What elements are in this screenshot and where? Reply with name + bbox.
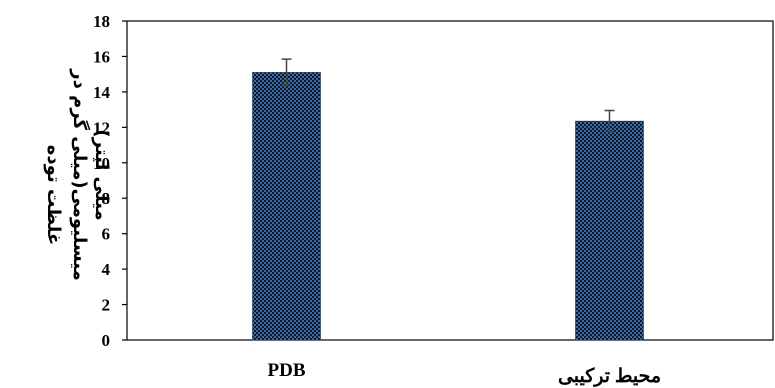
y-tick-label: 4 — [102, 260, 111, 279]
x-axis-category-labels: PDB محیط ترکیبی — [268, 360, 662, 387]
y-tick-label: 10 — [93, 154, 110, 173]
y-tick-label: 6 — [102, 225, 111, 244]
y-axis-label-line-2: میسلیومی(میلی گرم در — [69, 68, 91, 280]
error-bars — [281, 58, 615, 133]
y-axis-label-line-1: غلظت توده — [43, 145, 64, 245]
y-axis-ticks: 0 2 4 6 8 10 12 14 16 18 — [93, 12, 127, 350]
bar-1 — [252, 72, 321, 341]
y-tick-label: 2 — [102, 296, 111, 315]
y-tick-label: 16 — [93, 47, 110, 66]
y-axis-label-line-3: میلی لیتر) — [91, 129, 112, 220]
y-axis-label-3: میلی لیتر) — [91, 129, 112, 220]
plot-area-frame — [126, 20, 774, 341]
y-axis-label: غلظت توده — [43, 145, 64, 245]
bar-series — [252, 72, 644, 341]
y-axis-label-2: میسلیومی(میلی گرم در — [69, 68, 91, 280]
y-tick-label: 14 — [93, 83, 111, 102]
y-tick-label: 8 — [102, 189, 111, 208]
y-tick-label: 12 — [93, 118, 110, 137]
y-tick-label: 18 — [93, 12, 110, 31]
y-tick-label: 0 — [102, 331, 111, 350]
category-label-2: محیط ترکیبی — [558, 366, 661, 387]
category-label-1: PDB — [268, 360, 306, 381]
bar-2 — [575, 120, 644, 341]
